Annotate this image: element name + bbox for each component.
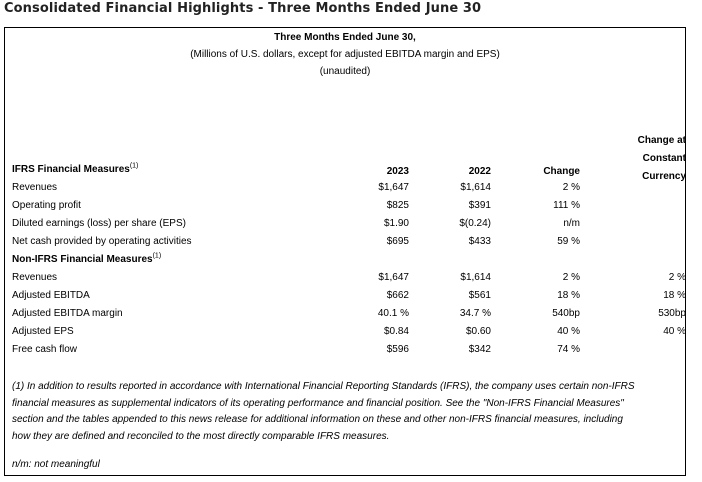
value-2023: $825: [386, 200, 409, 211]
value-2023: $0.84: [383, 326, 409, 337]
col-change-header: Change: [543, 166, 580, 177]
value-2023: $1,647: [378, 182, 409, 193]
value-2022: $342: [468, 344, 491, 355]
ccy-header: Change at Constant Currency: [586, 132, 686, 186]
value-change: 540bp: [552, 308, 580, 319]
non-ifrs-footnote-ref: (1): [152, 252, 162, 260]
ccy-header-line3: Currency: [642, 171, 686, 182]
unaudited-label: (unaudited): [319, 66, 371, 77]
col-2022-header: 2022: [468, 166, 491, 177]
units-note: (Millions of U.S. dollars, except for ad…: [190, 49, 500, 60]
value-change: 111 %: [553, 200, 580, 211]
ifrs-heading-text: IFRS Financial Measures: [12, 164, 130, 175]
value-change: 74 %: [557, 344, 580, 355]
non-ifrs-heading: Non-IFRS Financial Measures(1): [12, 252, 162, 266]
footnote-line: section and the tables appended to this …: [12, 414, 623, 425]
value-ccy-change: 40 %: [663, 326, 686, 337]
col-2023-header: 2023: [386, 166, 409, 177]
row-label: Revenues: [12, 272, 58, 283]
value-change: 40 %: [557, 326, 580, 337]
value-ccy-change: 18 %: [663, 290, 686, 301]
value-change: 18 %: [557, 290, 580, 301]
value-2022: 34.7 %: [459, 308, 491, 319]
ifrs-footnote-ref: (1): [129, 162, 139, 170]
period-header: Three Months Ended June 30,: [274, 32, 416, 43]
page-title: Consolidated Financial Highlights - Thre…: [4, 1, 482, 16]
value-2023: $662: [386, 290, 409, 301]
value-2023: $596: [386, 344, 409, 355]
value-2022: $433: [468, 236, 491, 247]
value-2022: $0.60: [465, 326, 491, 337]
value-2022: $561: [468, 290, 491, 301]
row-label: Operating profit: [12, 200, 81, 211]
value-2022: $1,614: [460, 182, 491, 193]
value-2023: $695: [386, 236, 409, 247]
value-change: 59 %: [557, 236, 580, 247]
nm-note: n/m: not meaningful: [12, 459, 100, 470]
row-label: Diluted earnings (loss) per share (EPS): [12, 218, 186, 229]
non-ifrs-heading-text: Non-IFRS Financial Measures: [12, 254, 153, 265]
ccy-header-line1: Change at: [637, 135, 686, 146]
value-2023: 40.1 %: [377, 308, 409, 319]
footnote-line: (1) In addition to results reported in a…: [12, 381, 635, 392]
value-2023: $1,647: [378, 272, 409, 283]
row-label: Adjusted EBITDA: [12, 290, 90, 301]
value-2022: $(0.24): [459, 218, 491, 229]
value-2022: $391: [468, 200, 491, 211]
row-label: Adjusted EPS: [12, 326, 74, 337]
footnote: (1) In addition to results reported in a…: [12, 379, 682, 445]
row-label: Net cash provided by operating activitie…: [12, 236, 192, 247]
value-2022: $1,614: [460, 272, 491, 283]
value-ccy-change: 530bp: [658, 308, 686, 319]
value-change: 2 %: [562, 182, 580, 193]
value-2023: $1.90: [383, 218, 409, 229]
footnote-line: how they are defined and reconciled to t…: [12, 430, 390, 442]
value-change: 2 %: [562, 272, 580, 283]
footnote-line: financial measures as supplemental indic…: [12, 397, 624, 409]
highlights-table-frame: Three Months Ended June 30, (Millions of…: [4, 27, 686, 476]
row-label: Adjusted EBITDA margin: [12, 308, 123, 319]
ifrs-heading: IFRS Financial Measures(1): [12, 162, 139, 176]
row-label: Revenues: [12, 182, 58, 193]
ccy-header-line2: Constant: [642, 153, 686, 164]
row-label: Free cash flow: [12, 344, 78, 355]
value-ccy-change: 2 %: [668, 272, 686, 283]
value-change: n/m: [563, 218, 580, 229]
